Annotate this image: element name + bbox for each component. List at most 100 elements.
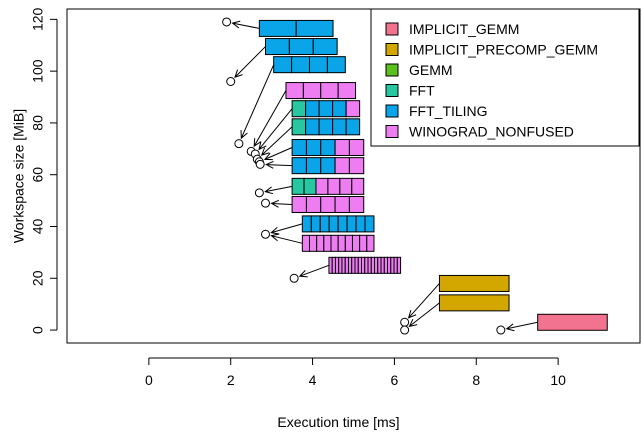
config-bar-cell xyxy=(332,118,347,136)
x-tick-label: 8 xyxy=(472,372,480,388)
config-bar-cell xyxy=(258,19,297,37)
arrow xyxy=(240,64,275,140)
config-bar-cell xyxy=(305,100,320,118)
config-bar-cell xyxy=(320,139,336,157)
config-bar-cell xyxy=(344,234,353,252)
y-tick-label: 60 xyxy=(30,167,46,183)
config-bar-cell xyxy=(323,234,332,252)
config-bar-cell xyxy=(265,38,290,56)
config-bar-cell xyxy=(315,177,329,195)
config-bar-cell xyxy=(337,215,348,233)
arrow xyxy=(265,160,293,169)
arrow xyxy=(253,90,287,148)
config-bar-cell xyxy=(330,234,339,252)
y-tick-label: 120 xyxy=(30,7,46,31)
data-point xyxy=(289,273,299,283)
config-bar-cell xyxy=(320,82,339,100)
config-bar-cell xyxy=(291,56,311,74)
config-bar-cell xyxy=(351,234,361,252)
legend-swatch xyxy=(385,125,399,138)
arrow xyxy=(263,147,293,161)
legend-swatch xyxy=(385,104,399,118)
config-bar-cell xyxy=(305,157,322,175)
config-bar-cell xyxy=(334,157,350,175)
legend-label: IMPLICIT_GEMM xyxy=(409,21,519,37)
config-bar-cell xyxy=(537,313,608,331)
plot-frame xyxy=(66,8,641,344)
config-bar-cell xyxy=(316,234,325,252)
x-tick-label: 0 xyxy=(145,372,153,388)
config-bar-cell xyxy=(326,56,346,74)
config-bar-cell xyxy=(309,234,318,252)
config-bar-cell xyxy=(334,139,350,157)
config-bar-cell xyxy=(348,139,365,157)
config-bar-cell xyxy=(318,100,334,118)
data-point xyxy=(254,188,264,198)
config-bar-cell xyxy=(337,82,357,100)
arrow xyxy=(258,108,293,151)
legend-swatch xyxy=(385,43,399,56)
config-bar-cell xyxy=(366,234,375,252)
legend-swatch xyxy=(385,63,399,77)
x-tick-label: 4 xyxy=(309,372,317,388)
y-tick-label: 20 xyxy=(30,270,46,286)
arrows-layer xyxy=(231,20,538,332)
config-bar-cell xyxy=(359,234,368,252)
legend-swatch xyxy=(385,22,399,36)
config-bar-cell xyxy=(291,118,307,136)
arrow xyxy=(264,185,293,195)
data-point xyxy=(400,317,410,327)
config-bar-cell xyxy=(273,56,293,74)
config-bar-cell xyxy=(351,177,365,195)
config-bar-cell xyxy=(291,157,307,175)
config-bar-cell xyxy=(332,100,347,118)
config-bar-cell xyxy=(327,177,341,195)
config-bar-cell xyxy=(438,274,510,292)
config-bar-cell xyxy=(319,215,330,233)
config-bar-cell xyxy=(291,139,307,157)
config-bar-cell xyxy=(285,82,304,100)
y-axis-label: Workspace size [MiB] xyxy=(11,109,27,243)
config-bar-cell xyxy=(355,215,366,233)
config-bar-cell xyxy=(328,215,339,233)
config-bar-cell xyxy=(291,195,307,213)
arrow xyxy=(231,20,260,29)
y-tick-label: 100 xyxy=(30,59,46,83)
config-bar-cell xyxy=(288,38,314,56)
config-bar-cell xyxy=(310,215,321,233)
arrow xyxy=(234,46,266,79)
config-bar-cell xyxy=(301,234,311,252)
data-point xyxy=(234,139,244,149)
config-bar-cell xyxy=(337,234,346,252)
x-tick-label: 6 xyxy=(391,372,399,388)
arrow xyxy=(505,321,538,332)
config-bar-cell xyxy=(438,294,510,312)
legend-label: GEMM xyxy=(409,62,453,78)
config-bar-cell xyxy=(309,56,328,74)
arrow xyxy=(298,264,330,278)
data-point xyxy=(400,325,410,335)
config-bar-cell xyxy=(345,118,361,136)
x-tick-label: 10 xyxy=(550,372,566,388)
config-bar-cell xyxy=(320,195,336,213)
config-bar-cell xyxy=(305,195,322,213)
config-bar-cell xyxy=(318,118,334,136)
legend-swatch xyxy=(385,84,399,97)
y-tick-label: 0 xyxy=(30,326,46,334)
arrow xyxy=(408,302,440,328)
config-bar-cell xyxy=(348,157,365,175)
config-bar-cell xyxy=(348,195,365,213)
legend-label: WINOGRAD_NONFUSED xyxy=(409,124,574,140)
legend-box xyxy=(370,8,640,147)
config-bar-cell xyxy=(346,215,357,233)
arrow xyxy=(270,233,303,244)
config-bar-cell xyxy=(334,195,350,213)
y-tick-label: 40 xyxy=(30,218,46,234)
x-axis-label: Execution time [ms] xyxy=(277,414,399,430)
legend-label: FFT xyxy=(409,83,435,99)
data-point xyxy=(226,76,236,86)
config-bar-cell xyxy=(396,256,402,274)
config-bar-cell xyxy=(291,177,305,195)
